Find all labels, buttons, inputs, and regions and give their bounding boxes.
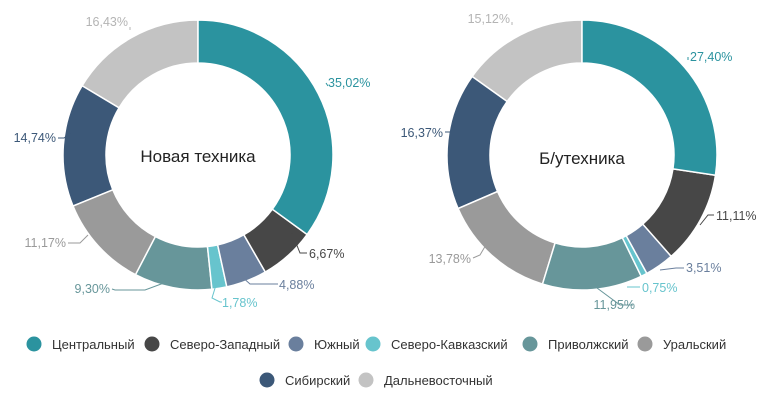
slice-south — [625, 223, 673, 275]
legend-label-north-caucasus: Северо-Кавказский — [391, 337, 508, 352]
legend-label-ural: Уральский — [663, 337, 726, 352]
value-label-south: 3,51% — [686, 261, 721, 275]
leader-line-central — [325, 82, 329, 87]
slice-siberian — [446, 75, 509, 210]
leader-line-northwest — [699, 214, 714, 226]
slice-siberian — [62, 84, 121, 208]
chart-used-equipment-title: Б/утехника — [539, 149, 625, 168]
leader-line-north-caucasus — [211, 284, 222, 303]
legend-label-siberian: Сибирский — [285, 373, 350, 388]
leader-line-ural — [472, 237, 491, 259]
leader-line-siberian — [58, 131, 73, 139]
value-label-north-caucasus: 0,75% — [642, 281, 677, 295]
legend-marker-far-eastern — [358, 372, 374, 388]
value-label-central: 27,40% — [690, 50, 732, 64]
leader-line-volga — [596, 287, 633, 306]
value-label-siberian: 16,37% — [401, 126, 443, 140]
legend-item-ural: Уральский — [637, 336, 726, 352]
value-label-siberian: 14,74% — [14, 131, 56, 145]
legend-label-northwest: Северо-Западный — [170, 337, 280, 352]
legend-label-south: Южный — [314, 337, 360, 352]
legend-marker-south — [288, 336, 304, 352]
chart-new-equipment: Новая техника 35,02% 6,67% 4,88% 1,78% 9,30%… — [14, 15, 371, 310]
slice-northwest — [242, 208, 309, 274]
legend-item-siberian: Сибирский — [259, 372, 350, 388]
leader-line-south — [239, 274, 278, 285]
value-label-far-eastern: 16,43% — [86, 15, 128, 29]
value-label-northwest: 6,67% — [309, 247, 344, 261]
legend-label-far-eastern: Дальневосточный — [384, 373, 493, 388]
slice-south — [216, 233, 267, 288]
legend-marker-north-caucasus — [365, 336, 381, 352]
slice-far-eastern — [81, 19, 199, 109]
legend-item-far-eastern: Дальневосточный — [358, 372, 493, 388]
leader-line-volga — [111, 279, 173, 291]
chart-used-equipment: Б/утехника 27,40% 11,11% 3,51% 0,75% 11,95% 1… — [401, 12, 757, 312]
value-label-ural: 13,78% — [429, 252, 471, 266]
slice-northwest — [641, 167, 717, 258]
legend-marker-siberian — [259, 372, 275, 388]
legend: Центральный Северо-Западный Южный Северо-Ка… — [26, 336, 726, 388]
leader-line-south — [659, 267, 684, 271]
value-label-volga: 11,95% — [594, 298, 635, 312]
legend-label-central: Центральный — [52, 337, 135, 352]
value-label-ural: 11,17% — [25, 236, 66, 250]
leader-line-northwest — [291, 232, 307, 254]
legend-label-volga: Приволжский — [548, 337, 629, 352]
slice-north-caucasus — [206, 243, 228, 291]
value-label-south: 4,88% — [279, 278, 314, 292]
slice-central — [581, 19, 718, 177]
slice-volga — [541, 236, 643, 291]
slice-central — [197, 19, 334, 236]
slice-ural — [72, 188, 157, 276]
legend-marker-ural — [637, 336, 653, 352]
legend-item-central: Центральный — [26, 336, 135, 352]
legend-item-volga: Приволжский — [522, 336, 629, 352]
legend-item-northwest: Северо-Западный — [144, 336, 280, 352]
legend-item-south: Южный — [288, 336, 360, 352]
legend-marker-central — [26, 336, 42, 352]
chart-new-equipment-title: Новая техника — [140, 147, 256, 166]
slice-volga — [134, 235, 213, 291]
slice-ural — [457, 190, 557, 286]
legend-marker-volga — [522, 336, 538, 352]
leader-line-ural — [68, 234, 89, 244]
legend-marker-northwest — [144, 336, 160, 352]
value-label-volga: 9,30% — [75, 282, 110, 296]
value-label-northwest: 11,11% — [716, 209, 757, 223]
value-label-central: 35,02% — [328, 76, 370, 90]
value-label-north-caucasus: 1,78% — [222, 296, 257, 310]
value-label-far-eastern: 15,12% — [468, 12, 510, 26]
legend-item-north-caucasus: Северо-Кавказский — [365, 336, 508, 352]
